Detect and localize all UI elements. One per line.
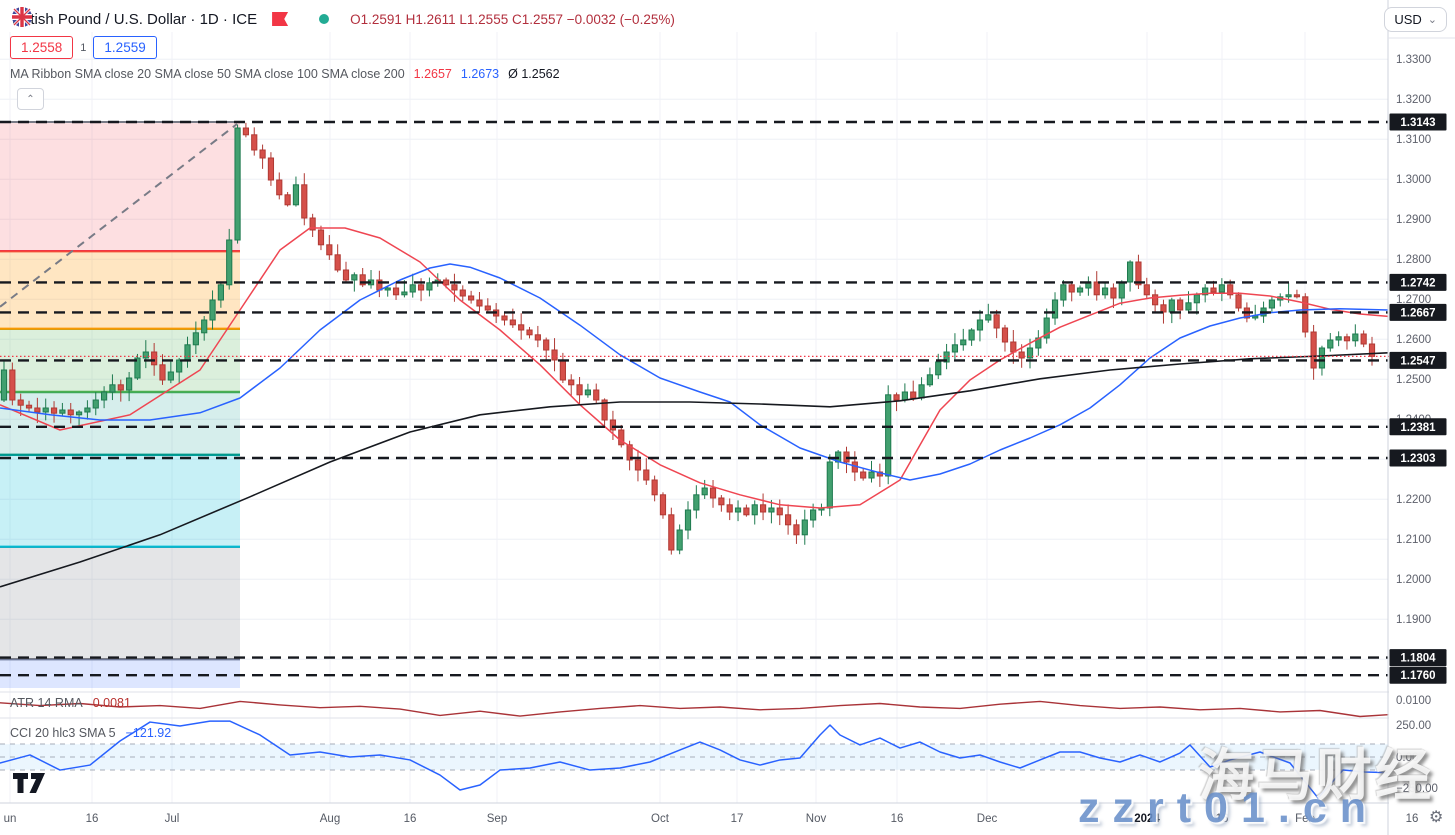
- ma-ribbon-label[interactable]: MA Ribbon SMA close 20 SMA close 50 SMA …: [10, 67, 405, 81]
- zone-gray: [0, 546, 240, 660]
- sma-fast-red: [0, 227, 1389, 509]
- svg-text:1.2547: 1.2547: [1400, 355, 1435, 367]
- chevron-up-icon: ⌃: [26, 93, 35, 105]
- svg-text:16: 16: [404, 813, 417, 825]
- svg-text:1.1900: 1.1900: [1396, 614, 1431, 626]
- svg-text:17: 17: [731, 813, 744, 825]
- svg-text:1.2700: 1.2700: [1396, 294, 1431, 306]
- symbol-header: British Pound / U.S. Dollar · 1D · ICE O…: [12, 7, 675, 31]
- svg-text:1.2381: 1.2381: [1400, 422, 1436, 434]
- svg-text:16: 16: [891, 813, 904, 825]
- sma-slow-black: [0, 352, 1389, 588]
- time-axis[interactable]: un 16 Jul Aug 16 Sep Oct 17 Nov 16 Dec 2024 16 Feb 16: [4, 813, 1419, 825]
- atr-label[interactable]: ATR 14 RMA: [10, 696, 83, 710]
- svg-text:−250.00: −250.00: [1396, 783, 1438, 795]
- ma-ribbon-legend: MA Ribbon SMA close 20 SMA close 50 SMA …: [10, 67, 560, 81]
- price-axis[interactable]: 1.3300 1.3200 1.3100 1.3000 1.2900 1.2800 1.27…: [1387, 0, 1455, 835]
- ma-ribbon-value-2: 1.2673: [460, 67, 500, 81]
- ohlc-values: O1.2591 H1.2611 L1.2555 C1.2557 −0.0032 …: [350, 11, 675, 27]
- svg-text:Jul: Jul: [165, 813, 180, 825]
- svg-text:Nov: Nov: [806, 813, 827, 825]
- sell-price-button[interactable]: 1.2558: [10, 36, 74, 59]
- buy-price-button[interactable]: 1.2559: [93, 36, 157, 59]
- svg-text:0.00: 0.00: [1396, 752, 1418, 764]
- sma-mid-blue: [0, 263, 1389, 481]
- svg-text:1.3000: 1.3000: [1396, 174, 1431, 186]
- svg-text:Feb: Feb: [1295, 813, 1315, 825]
- cci-legend: CCI 20 hlc3 SMA 5 −121.92: [10, 726, 171, 740]
- svg-text:Oct: Oct: [651, 813, 670, 825]
- svg-text:1.2600: 1.2600: [1396, 334, 1431, 346]
- currency-label: USD: [1394, 12, 1422, 27]
- ma-lines-layer: [0, 227, 1389, 588]
- svg-text:Dec: Dec: [977, 813, 998, 825]
- svg-text:1.1760: 1.1760: [1400, 670, 1435, 682]
- zone-lavender: [0, 659, 240, 688]
- atr-legend: ATR 14 RMA 0.0081: [10, 696, 131, 710]
- svg-text:16: 16: [1406, 813, 1419, 825]
- ma-ribbon-value-1: 1.2657: [413, 67, 452, 81]
- svg-text:1.2303: 1.2303: [1400, 453, 1435, 465]
- svg-text:1.2500: 1.2500: [1396, 374, 1431, 386]
- levels-layer: [0, 120, 1394, 677]
- svg-text:1.3200: 1.3200: [1396, 94, 1431, 106]
- cci-value: −121.92: [125, 726, 172, 740]
- gb-flag-icon: [12, 7, 32, 27]
- svg-text:1.3300: 1.3300: [1396, 54, 1431, 66]
- pane-separators: [0, 691, 1455, 804]
- svg-text:1.3100: 1.3100: [1396, 134, 1431, 146]
- gear-icon[interactable]: ⚙: [1429, 809, 1444, 826]
- atr-value: 0.0081: [92, 696, 131, 710]
- currency-selector[interactable]: USD ⌄: [1384, 7, 1447, 32]
- zone-pink: [0, 122, 240, 252]
- symbol-title[interactable]: British Pound / U.S. Dollar · 1D · ICE: [12, 10, 258, 28]
- watermark-cn: 海马财经: [1198, 744, 1434, 807]
- cci-label[interactable]: CCI 20 hlc3 SMA 5: [10, 726, 116, 740]
- svg-text:1.2667: 1.2667: [1400, 307, 1435, 319]
- zones-layer: [0, 121, 240, 688]
- atr-pane: [0, 700, 1389, 718]
- zone-cyan: [0, 454, 240, 547]
- chevron-down-icon: ⌄: [1427, 13, 1437, 26]
- svg-text:Sep: Sep: [487, 813, 507, 825]
- svg-text:Aug: Aug: [320, 813, 340, 825]
- bar-countdown: 1: [80, 41, 87, 54]
- svg-text:un: un: [4, 813, 17, 825]
- svg-text:1.2000: 1.2000: [1396, 574, 1431, 586]
- watermark-url: zzrt01.cn: [1078, 784, 1380, 832]
- svg-text:250.00: 250.00: [1396, 720, 1431, 732]
- svg-text:1.2100: 1.2100: [1396, 534, 1431, 546]
- svg-text:1.2200: 1.2200: [1396, 494, 1431, 506]
- svg-text:1.1804: 1.1804: [1400, 653, 1436, 665]
- svg-text:2024: 2024: [1134, 813, 1160, 825]
- market-status-icon: [319, 14, 330, 24]
- svg-text:1.2800: 1.2800: [1396, 254, 1431, 266]
- zone-orange: [0, 251, 240, 329]
- svg-text:0.0100: 0.0100: [1396, 695, 1431, 707]
- svg-text:1.2900: 1.2900: [1396, 214, 1431, 226]
- svg-text:16: 16: [86, 813, 99, 825]
- svg-text:1.2742: 1.2742: [1400, 277, 1435, 289]
- ma-ribbon-average: Ø 1.2562: [508, 67, 560, 81]
- svg-text:1.3143: 1.3143: [1400, 117, 1435, 129]
- zone-teal: [0, 392, 240, 455]
- flag-icon[interactable]: [272, 12, 289, 26]
- svg-text:16: 16: [1216, 813, 1229, 825]
- collapse-legend-button[interactable]: ⌃: [17, 88, 44, 110]
- bid-ask-row: 1.2558 1 1.2559: [10, 36, 157, 59]
- cci-pane: [0, 720, 1389, 799]
